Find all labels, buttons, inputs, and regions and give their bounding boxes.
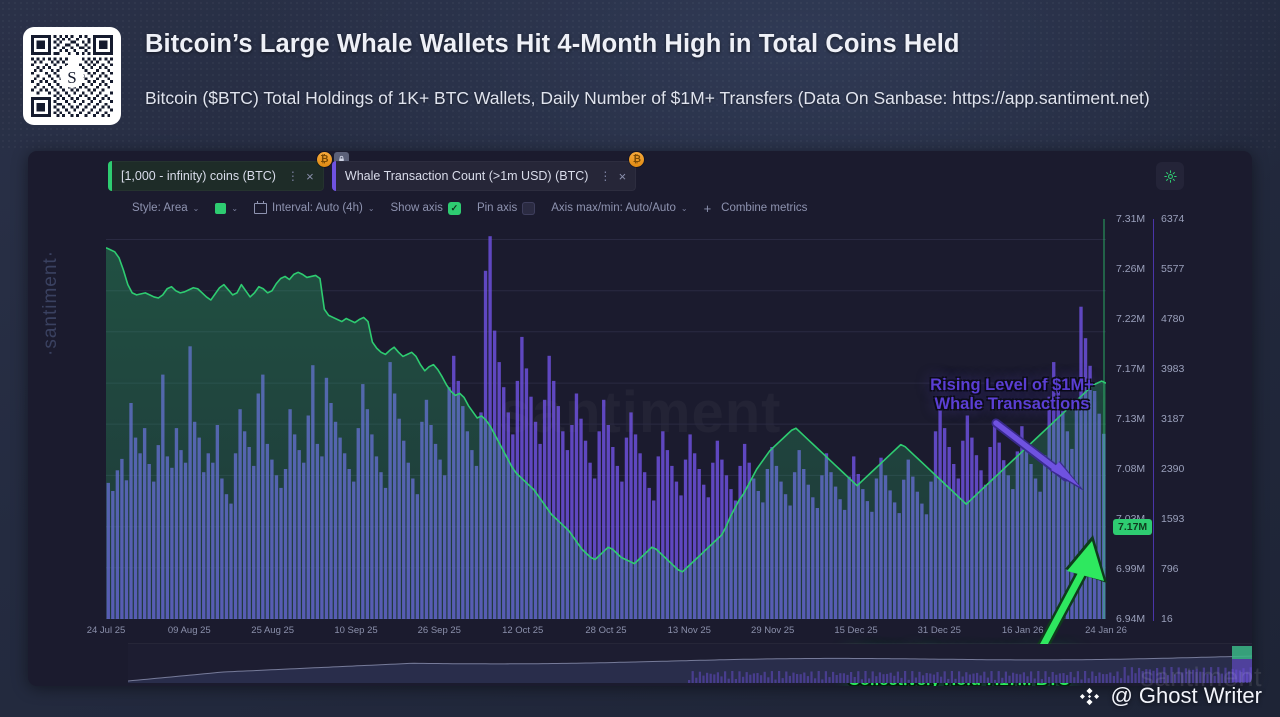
axis-tick-label: 2390	[1161, 463, 1185, 475]
bitcoin-badge-icon: ₿	[629, 152, 645, 167]
style-control[interactable]: Style: Area ⌄	[132, 202, 199, 214]
interval-label: Interval: Auto (4h)	[272, 202, 363, 214]
show-axis-label: Show axis	[390, 202, 443, 214]
axis-minmax-label: Axis max/min: Auto/Auto	[551, 202, 676, 214]
metric-close-icon[interactable]: ×	[618, 168, 627, 184]
axis-tick-label: 7.31M	[1116, 213, 1146, 225]
axis-tick-label: 6.99M	[1116, 563, 1146, 575]
show-axis-checkbox[interactable]: ✓	[447, 201, 461, 215]
show-axis-control[interactable]: Show axis ✓	[390, 201, 461, 215]
bitcoin-badge-icon: ₿	[316, 152, 332, 167]
plus-icon: +	[703, 200, 712, 216]
pin-axis-control[interactable]: Pin axis	[476, 201, 536, 215]
pin-axis-label: Pin axis	[476, 202, 518, 214]
axis-minmax-control[interactable]: Axis max/min: Auto/Auto ⌄	[551, 202, 687, 214]
chevron-down-icon: ⌄	[192, 203, 200, 213]
calendar-icon	[254, 200, 268, 214]
x-axis-tick-label: 10 Sep 25	[334, 625, 378, 636]
santiment-vertical-watermark: ·santiment·	[40, 249, 61, 356]
axis-tick-label: 6.94M	[1116, 613, 1146, 625]
x-axis-tick-label: 16 Jan 26	[1001, 625, 1044, 636]
axis-tick-label: 4780	[1161, 313, 1185, 325]
x-axis-tick-label: 12 Oct 25	[502, 625, 544, 636]
gear-icon	[1163, 169, 1177, 183]
x-axis-tick-label: 13 Nov 25	[667, 625, 711, 636]
santiment-footer-watermark: santiment	[1140, 662, 1262, 692]
x-axis: 24 Jul 25 09 Aug 25 25 Aug 25 10 Sep 25 26 S…	[87, 625, 1127, 639]
metric-tab-label: [1,000 - infinity) coins (BTC)	[121, 169, 276, 183]
metric-tab-label: Whale Transaction Count (>1m USD) (BTC)	[344, 169, 589, 183]
x-axis-tick-label: 26 Sep 25	[417, 625, 461, 636]
chart-navigator[interactable]	[128, 643, 1252, 683]
color-swatch	[215, 202, 227, 214]
metric-kebab-icon[interactable]: ⋮	[286, 169, 299, 183]
holdings-current-value-badge: 7.17M	[1113, 519, 1153, 535]
holdings-line	[106, 246, 1106, 573]
metric-close-icon[interactable]: ×	[306, 168, 314, 184]
page-subtitle: Bitcoin ($BTC) Total Holdings of 1K+ BTC…	[145, 88, 1150, 108]
axis-tick-label: 3983	[1161, 363, 1185, 375]
axis-tick-label: 7.17M	[1116, 363, 1146, 375]
ghost-writer-handle: @ Ghost Writer	[1110, 683, 1262, 708]
metric-tab-large-holders[interactable]: [1,000 - infinity) coins (BTC) ⋮ × ₿	[108, 152, 349, 191]
x-axis-tick-label: 31 Dec 25	[917, 625, 961, 636]
right-axis-line-purple	[1153, 219, 1154, 621]
x-axis-tick-label: 24 Jul 25	[86, 625, 126, 636]
qr-code[interactable]: S	[23, 27, 121, 125]
axis-tick-label: 3187	[1161, 413, 1185, 425]
x-axis-tick-label: 15 Dec 25	[834, 625, 878, 636]
metric-tab-whale-tx[interactable]: Whale Transaction Count (>1m USD) (BTC) …	[331, 152, 645, 191]
axis-tick-label: 7.26M	[1116, 263, 1146, 275]
combine-metrics-control[interactable]: + Combine metrics	[704, 201, 808, 216]
chart-settings-button[interactable]	[1156, 162, 1184, 190]
svg-text:S: S	[67, 68, 76, 87]
chart-plot-area[interactable]	[106, 219, 1106, 619]
chevron-down-icon: ⌄	[680, 203, 688, 213]
axis-tick-label: 796	[1161, 563, 1179, 575]
x-axis-tick-label: 25 Aug 25	[251, 625, 295, 636]
chart-card: ·santiment· [1,000 - infinity) coins (BT…	[28, 151, 1252, 686]
x-axis-tick-label: 28 Oct 25	[585, 625, 627, 636]
color-control[interactable]: ⌄	[215, 202, 239, 214]
chart-toolbar: Style: Area ⌄ ⌄ Interval: Auto (4h) ⌄ Sh…	[132, 199, 823, 217]
chevron-down-icon: ⌄	[367, 203, 375, 213]
x-axis-tick-label: 29 Nov 25	[751, 625, 795, 636]
x-axis-tick-label: 09 Aug 25	[167, 625, 211, 636]
chevron-down-icon: ⌄	[231, 203, 239, 213]
metric-color-bar-purple	[331, 161, 336, 191]
diamond-cluster-icon	[1080, 687, 1100, 705]
style-label: Style: Area	[132, 202, 188, 214]
axis-tick-label: 5577	[1161, 263, 1185, 275]
axis-tick-label: 6374	[1161, 213, 1185, 225]
chart-svg	[106, 219, 1106, 619]
axis-tick-label: 1593	[1161, 513, 1185, 525]
axis-tick-label: 7.08M	[1116, 463, 1146, 475]
ghost-writer-credit: @ Ghost Writer	[1078, 683, 1262, 709]
navigator-svg	[128, 644, 1252, 683]
metric-kebab-icon[interactable]: ⋮	[599, 169, 612, 183]
axis-tick-label: 7.13M	[1116, 413, 1146, 425]
pin-axis-checkbox[interactable]	[522, 201, 536, 215]
x-axis-tick-label: 24 Jan 26	[1085, 625, 1127, 636]
metric-color-bar-green	[108, 161, 112, 191]
axis-tick-label: 16	[1161, 613, 1173, 625]
page-title: Bitcoin’s Large Whale Wallets Hit 4-Mont…	[145, 30, 960, 58]
axis-tick-label: 7.22M	[1116, 313, 1146, 325]
interval-control[interactable]: Interval: Auto (4h) ⌄	[254, 200, 375, 214]
header: S Bitcoin’s Large Whale Wallets Hit 4-Mo…	[0, 0, 1280, 150]
holdings-area-fill	[106, 247, 1106, 619]
combine-metrics-label: Combine metrics	[721, 202, 808, 214]
metric-tabs: [1,000 - infinity) coins (BTC) ⋮ × ₿ Wha…	[108, 152, 645, 191]
